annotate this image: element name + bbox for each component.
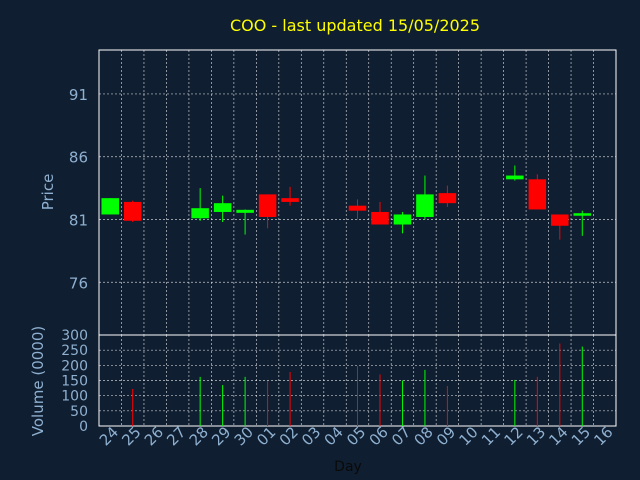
candle-body [573,213,592,216]
candle-body [281,198,299,202]
volume-tick-label: 100 [61,389,88,405]
volume-bars [132,343,583,426]
volume-tick-label: 0 [79,419,88,435]
volume-tick-label: 250 [61,343,88,359]
candle-body [348,205,367,211]
volume-axis-label: Volume (0000) [29,326,47,436]
price-grid [99,50,616,335]
day-axis-label: Day [334,459,362,475]
candle-body [371,211,389,225]
price-tick-label: 91 [69,86,88,104]
candle-body [438,193,457,204]
volume-grid [99,335,616,426]
candle-body [258,194,277,217]
candle-body [416,194,434,217]
chart-title: COO - last updated 15/05/2025 [230,16,480,35]
candle-body [123,201,142,221]
price-tick-label: 86 [69,149,88,167]
candle-body [506,175,524,180]
price-tick-labels: 76 81 86 91 [69,86,88,292]
volume-tick-label: 200 [61,358,88,374]
price-axis-label: Price [39,174,57,211]
price-tick-label: 81 [69,211,88,229]
candle-body [191,208,209,219]
candle-body [236,209,254,213]
candle-body [213,203,232,212]
day-tick-labels: 2425262728293001020304050607080910111213… [96,423,617,449]
volume-tick-label: 150 [61,374,88,390]
candle-body [101,198,120,215]
candle-body [551,214,569,226]
candle-body [393,214,412,225]
price-tick-label: 76 [69,274,88,292]
price-candles [101,165,592,240]
volume-tick-label: 300 [61,328,88,344]
day-tick-label: 16 [590,423,616,449]
volume-tick-label: 50 [70,404,88,420]
candle-body [528,179,547,210]
